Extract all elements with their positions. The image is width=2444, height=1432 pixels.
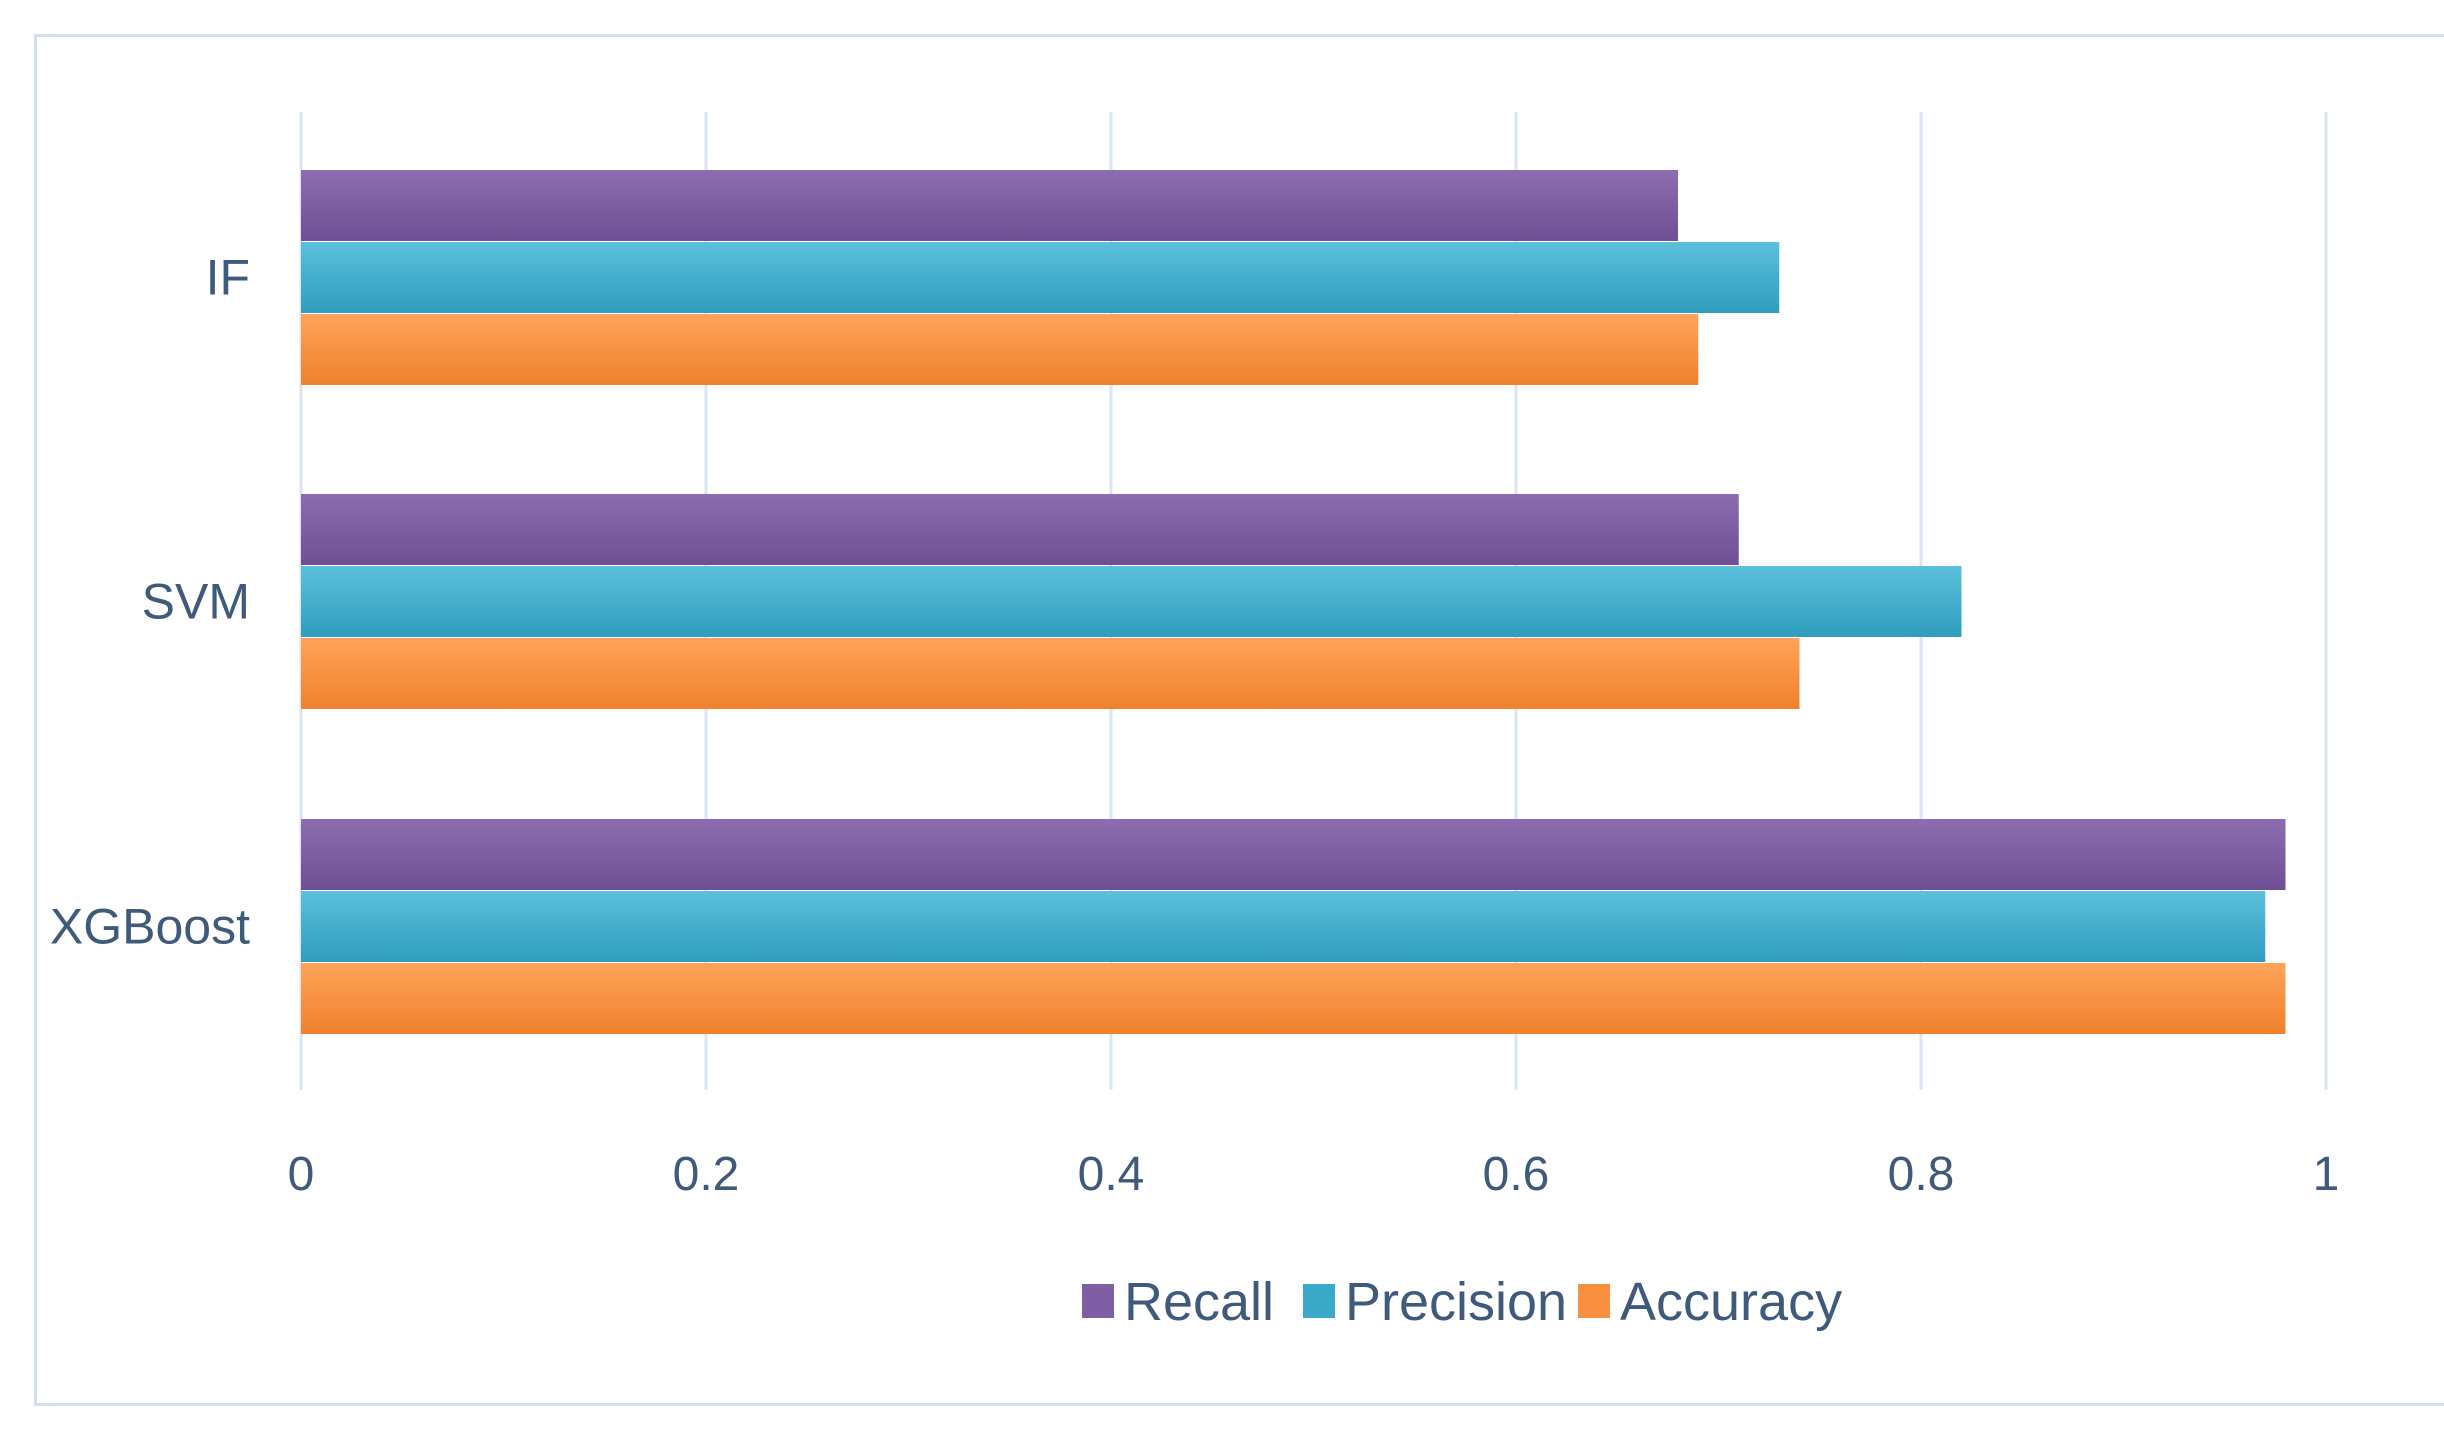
bar-if-recall (301, 170, 1678, 241)
bar-svm-recall (301, 494, 1739, 565)
x-tick-label-3: 0.6 (1483, 1148, 1550, 1201)
legend-label-recall: Recall (1124, 1272, 1274, 1332)
x-tick-label-4: 0.8 (1888, 1148, 1955, 1201)
category-label-xgboost: XGBoost (50, 899, 250, 955)
legend: Recall Precision Accuracy (1082, 1272, 1842, 1332)
bar-xgboost-accuracy (301, 963, 2286, 1034)
bar-svm-precision (301, 566, 1962, 637)
category-label-if: IF (206, 250, 250, 306)
bars (301, 170, 2286, 1034)
legend-label-accuracy: Accuracy (1620, 1272, 1842, 1332)
x-tick-label-0: 0 (288, 1148, 315, 1201)
x-tick-label-2: 0.4 (1078, 1148, 1145, 1201)
bar-xgboost-precision (301, 891, 2266, 962)
category-label-svm: SVM (142, 574, 250, 630)
legend-swatch-recall (1082, 1284, 1114, 1318)
x-tick-label-1: 0.2 (673, 1148, 740, 1201)
legend-swatch-precision (1303, 1284, 1335, 1318)
legend-label-precision: Precision (1345, 1272, 1567, 1332)
bar-if-accuracy (301, 314, 1699, 385)
legend-swatch-accuracy (1578, 1284, 1610, 1318)
bar-if-precision (301, 242, 1780, 313)
x-axis-ticks: 0 0.2 0.4 0.6 0.8 1 (288, 1148, 2340, 1201)
category-labels: IF SVM XGBoost (50, 250, 250, 955)
x-tick-label-5: 1 (2313, 1148, 2340, 1201)
bar-xgboost-recall (301, 819, 2286, 890)
bar-svm-accuracy (301, 638, 1800, 709)
